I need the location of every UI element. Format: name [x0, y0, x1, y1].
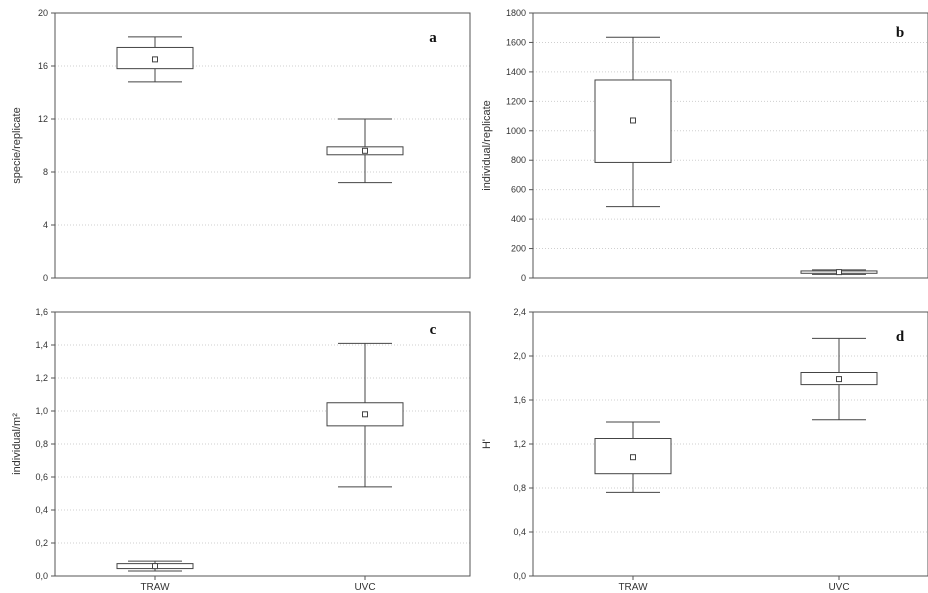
- box-1: [116, 560, 194, 572]
- box-2: [800, 337, 878, 421]
- mean-marker: [630, 117, 636, 124]
- y-tick-label: 1600: [506, 37, 526, 47]
- y-tick-label: 800: [511, 155, 526, 165]
- y-tick-label: 12: [38, 114, 48, 124]
- plot-frame: [54, 12, 471, 279]
- y-tick-label: 0,0: [35, 571, 48, 581]
- y-tick-label: 0,6: [35, 472, 48, 482]
- y-axis-label: H': [481, 439, 493, 449]
- y-tick-label: 0,4: [35, 505, 48, 515]
- y-tick-label: 2,0: [513, 351, 526, 361]
- panel-label: b: [896, 25, 904, 41]
- panel-label: a: [429, 30, 437, 46]
- box-1: [116, 36, 194, 83]
- y-tick-label: 2,4: [513, 307, 526, 317]
- x-tick-label: UVC: [354, 582, 375, 593]
- y-tick-label: 0,4: [513, 527, 526, 537]
- y-tick-label: 8: [43, 167, 48, 177]
- mean-marker: [630, 454, 636, 461]
- mean-marker: [836, 269, 842, 276]
- mean-marker: [152, 563, 158, 570]
- y-tick-label: 4: [43, 220, 48, 230]
- panel-d: 0,0 0,4 0,8 1,2 1,6 2,0 2,4 H' d TRAW UVC: [481, 307, 928, 593]
- y-tick-label: 0: [521, 273, 526, 283]
- y-tick-label: 0: [43, 273, 48, 283]
- mean-marker: [362, 147, 368, 154]
- y-tick-label: 1,2: [35, 373, 48, 383]
- y-tick-label: 1400: [506, 67, 526, 77]
- box-1: [594, 421, 672, 493]
- box-1: [594, 36, 672, 208]
- box-body: [594, 438, 672, 475]
- y-tick-label: 0,8: [35, 439, 48, 449]
- y-tick-label: 1,6: [513, 395, 526, 405]
- y-tick-label: 20: [38, 8, 48, 18]
- panel-label: c: [430, 322, 437, 338]
- box-2: [326, 342, 404, 488]
- y-tick-label: 1,6: [35, 307, 48, 317]
- mean-marker: [362, 411, 368, 418]
- y-axis-label: specie/replicate: [11, 107, 23, 183]
- y-tick-label: 0,0: [513, 571, 526, 581]
- y-tick-label: 600: [511, 185, 526, 195]
- mean-marker: [152, 56, 158, 63]
- y-tick-label: 400: [511, 214, 526, 224]
- mean-marker: [836, 376, 842, 383]
- plot-frame: [532, 311, 928, 577]
- y-axis-label: individual/m²: [11, 413, 23, 475]
- y-tick-label: 1,2: [513, 439, 526, 449]
- y-tick-label: 1000: [506, 126, 526, 136]
- x-tick-label: TRAW: [140, 582, 170, 593]
- panel-a: 0 4 8 12 16 20 specie/replicate a: [11, 8, 471, 283]
- y-tick-label: 1,0: [35, 406, 48, 416]
- x-tick-label: TRAW: [618, 582, 648, 593]
- box-2: [800, 269, 878, 276]
- plot-frame: [54, 311, 471, 577]
- y-tick-label: 1,4: [35, 340, 48, 350]
- y-tick-label: 0,8: [513, 483, 526, 493]
- y-tick-label: 0,2: [35, 538, 48, 548]
- y-tick-label: 1800: [506, 8, 526, 18]
- y-tick-label: 16: [38, 61, 48, 71]
- x-tick-label: UVC: [828, 582, 849, 593]
- y-tick-label: 1200: [506, 96, 526, 106]
- panel-c: 0,0 0,2 0,4 0,6 0,8 1,0 1,2 1,4 1,6 individual/m²…: [11, 307, 471, 593]
- panel-b: 0 200 400 600 800 1000 1200 1400 1600 1800 individ…: [481, 8, 928, 283]
- y-axis-label: individual/replicate: [481, 100, 493, 191]
- y-tick-label: 200: [511, 244, 526, 254]
- box-2: [326, 118, 404, 184]
- plot-frame: [532, 12, 928, 279]
- panel-label: d: [896, 329, 905, 345]
